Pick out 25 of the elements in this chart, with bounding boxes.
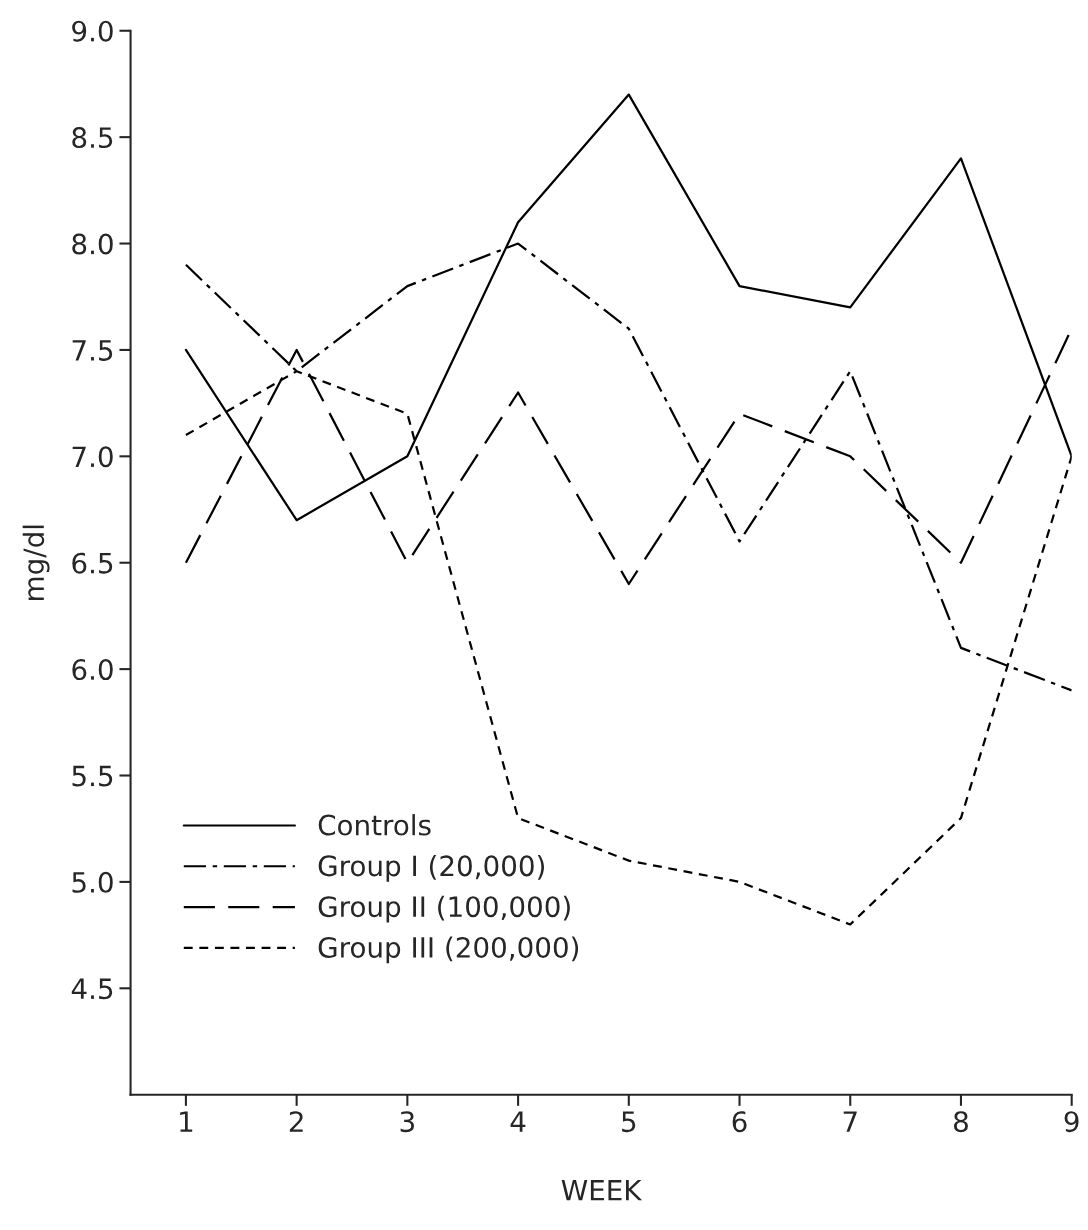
- x-tick-label: 9: [1064, 1111, 1079, 1133]
- legend-label: Group I (20,000): [318, 854, 545, 882]
- y-tick-label: 6.0: [72, 659, 113, 681]
- y-tick-label: 6.5: [72, 552, 113, 574]
- x-tick-label: 7: [843, 1111, 857, 1132]
- y-tick-label: 8.5: [72, 127, 113, 149]
- y-tick-label: 5.0: [72, 871, 113, 893]
- x-tick-label: 3: [400, 1111, 414, 1133]
- legend-label: Group II (100,000): [318, 895, 570, 923]
- legend-label: Controls: [318, 814, 431, 836]
- y-tick-label: 4.5: [71, 978, 113, 1000]
- y-tick-label: 8.0: [72, 233, 113, 255]
- y-tick-label: 7.0: [72, 446, 113, 468]
- x-tick-label: 2: [289, 1111, 303, 1132]
- x-axis-title: WEEK: [561, 1180, 643, 1201]
- y-tick-label: 5.5: [72, 765, 113, 787]
- y-tick-label: 7.5: [72, 340, 113, 361]
- x-tick-label: 1: [180, 1111, 193, 1132]
- x-tick-label: 5: [622, 1111, 636, 1133]
- y-axis-title: mg/dl: [22, 525, 50, 600]
- x-tick-label: 6: [732, 1111, 747, 1133]
- legend-label: Group III (200,000): [318, 936, 579, 964]
- x-tick-label: 8: [954, 1111, 968, 1133]
- x-tick-label: 4: [510, 1111, 526, 1132]
- y-tick-label: 9.0: [72, 20, 113, 42]
